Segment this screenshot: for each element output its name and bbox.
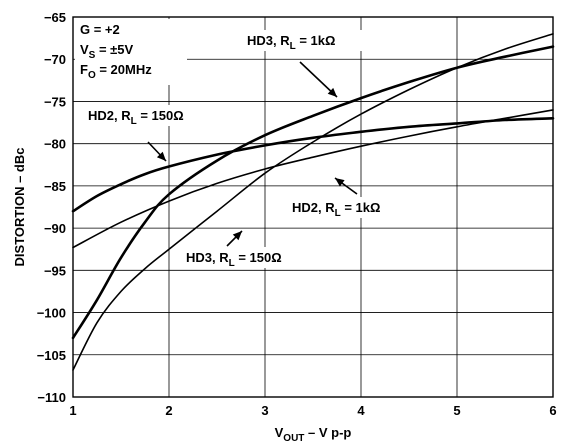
x-axis-title: VOUT – V p-p: [275, 425, 352, 444]
axis-titles: VOUT – V p-p DISTORTION – dBc: [12, 148, 351, 444]
series-label-1: HD2, RL = 150Ω: [88, 108, 184, 127]
arrowhead: [327, 87, 337, 97]
series-label-bg: [182, 247, 312, 268]
y-tick-label: −80: [44, 137, 66, 152]
series-line-3: [71, 45, 555, 340]
x-tick-label: 5: [453, 403, 460, 418]
series-label-bg: [84, 105, 214, 126]
y-tick-label: −90: [44, 221, 66, 236]
y-tick-label: −105: [37, 348, 66, 363]
arrowhead: [232, 231, 242, 241]
x-tick-label: 2: [165, 403, 172, 418]
arrowhead: [156, 151, 166, 161]
condition-label: FO = 20MHz: [80, 62, 152, 81]
series-label-bg: [243, 30, 363, 51]
x-tick-label: 4: [357, 403, 365, 418]
series-label-2: HD2, RL = 1kΩ: [292, 200, 380, 219]
series-line-4: [72, 33, 554, 371]
series-line-2: [72, 109, 554, 249]
y-axis-title: DISTORTION – dBc: [12, 148, 27, 267]
x-tick-label: 3: [261, 403, 268, 418]
arrowhead: [335, 178, 345, 187]
y-tick-label: −65: [44, 10, 66, 25]
series-line-1: [71, 117, 555, 213]
y-tick-label: −85: [44, 179, 66, 194]
series-label-4: HD3, RL = 150Ω: [186, 250, 282, 269]
y-tick-label: −70: [44, 52, 66, 67]
condition-label: VS = ±5V: [80, 42, 134, 61]
y-tick-label: −95: [44, 263, 66, 278]
x-tick-label: 1: [69, 403, 76, 418]
series-label-3: HD3, RL = 1kΩ: [247, 33, 335, 52]
series-curves: [71, 33, 555, 371]
y-tick-label: −100: [37, 306, 66, 321]
condition-label: G = +2: [80, 22, 120, 37]
y-tick-label: −75: [44, 94, 66, 109]
tick-labels: 1 2 3 4 5 6 −65 −70 −75 −80 −85 −90 −95 −100 −105 −110: [37, 10, 557, 418]
y-tick-label: −110: [37, 390, 66, 405]
series-label-bg: [288, 197, 413, 218]
x-tick-label: 6: [549, 403, 556, 418]
grid-lines: [73, 17, 553, 397]
conditions-bg: [75, 19, 187, 85]
plot-frame: [72, 16, 554, 398]
